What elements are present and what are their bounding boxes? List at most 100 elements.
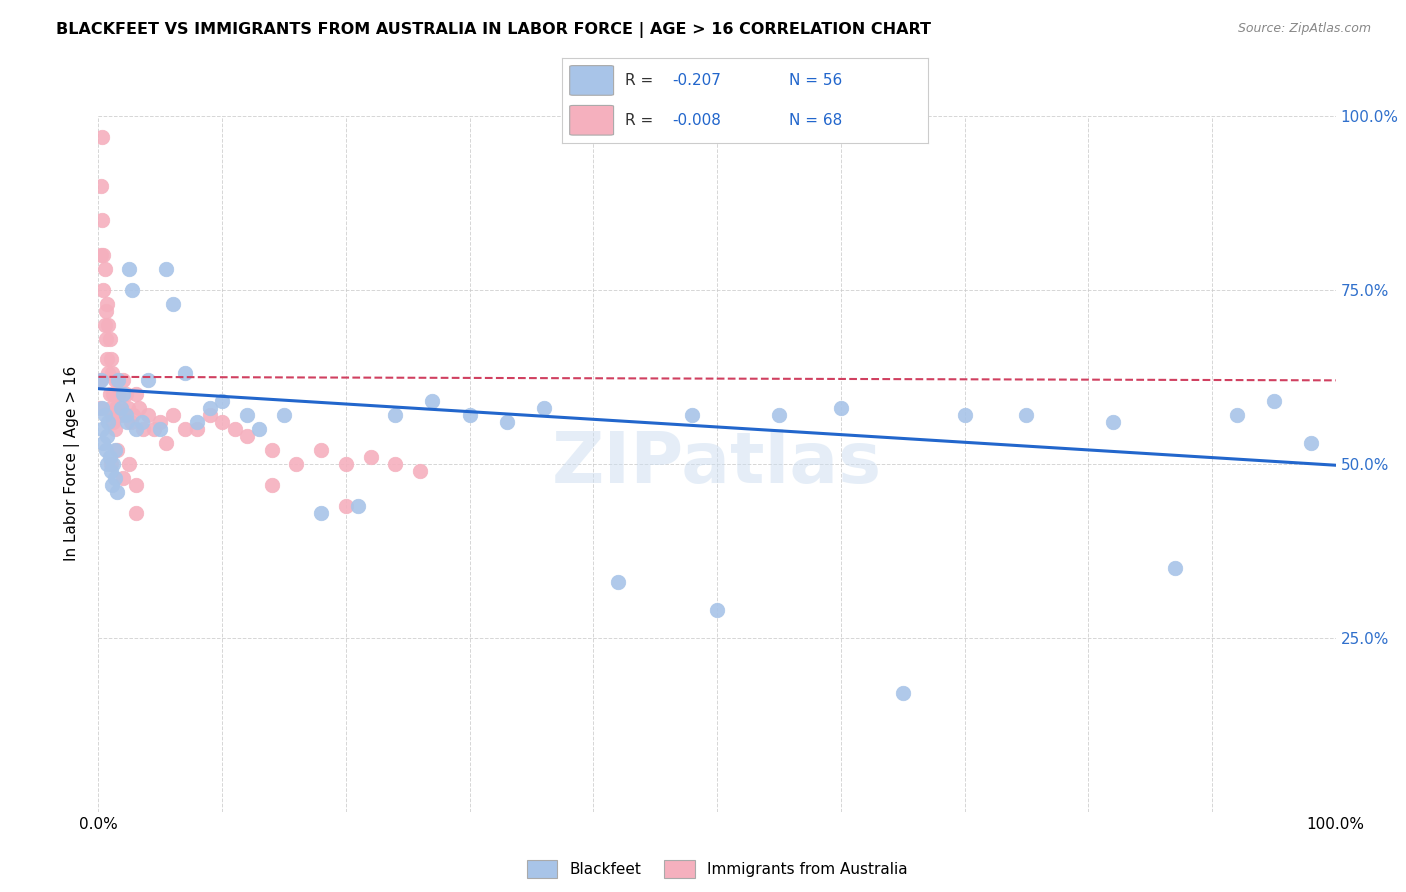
Point <box>93 318 115 332</box>
Point <box>108 387 131 401</box>
Point <box>100 352 122 367</box>
Point <box>120 415 142 429</box>
Point <box>198 408 221 422</box>
Point <box>384 408 406 422</box>
Point <box>94 303 117 318</box>
Point <box>211 415 233 429</box>
Point <box>89 373 111 387</box>
Point <box>830 401 852 416</box>
Point <box>115 415 138 429</box>
Point <box>186 422 208 436</box>
Point <box>681 408 703 422</box>
Point <box>1226 408 1249 422</box>
Point <box>96 297 118 311</box>
Text: N = 68: N = 68 <box>789 112 842 128</box>
Point <box>93 408 115 422</box>
Point <box>103 415 125 429</box>
Point <box>706 603 728 617</box>
Point <box>335 457 357 471</box>
Point <box>260 442 283 457</box>
Point <box>103 442 125 457</box>
Point <box>155 436 177 450</box>
Point <box>495 415 517 429</box>
Point <box>121 283 143 297</box>
Point <box>96 429 118 443</box>
Point <box>107 387 129 401</box>
Point <box>101 408 124 422</box>
Point <box>90 248 112 262</box>
Point <box>384 457 406 471</box>
Text: Source: ZipAtlas.com: Source: ZipAtlas.com <box>1237 22 1371 36</box>
Point <box>91 213 114 227</box>
Point <box>285 457 308 471</box>
Point <box>131 415 153 429</box>
Point <box>1015 408 1038 422</box>
Legend: Blackfeet, Immigrants from Australia: Blackfeet, Immigrants from Australia <box>520 855 914 884</box>
Point <box>260 477 283 491</box>
Point <box>100 401 122 416</box>
Point <box>122 408 145 422</box>
Point <box>103 422 125 436</box>
Point <box>94 332 117 346</box>
Point <box>128 401 150 416</box>
Text: ZIPatlas: ZIPatlas <box>553 429 882 499</box>
Point <box>110 401 132 416</box>
Point <box>1164 561 1187 575</box>
Point <box>309 442 332 457</box>
Point <box>100 457 122 471</box>
Point <box>107 373 129 387</box>
Point <box>124 387 146 401</box>
Point <box>114 408 136 422</box>
Text: N = 56: N = 56 <box>789 73 842 88</box>
Point <box>186 415 208 429</box>
Point <box>105 484 128 499</box>
Point <box>1299 436 1322 450</box>
Point <box>93 262 115 277</box>
Point <box>347 499 370 513</box>
Point <box>91 401 114 416</box>
FancyBboxPatch shape <box>569 105 613 135</box>
Y-axis label: In Labor Force | Age > 16: In Labor Force | Age > 16 <box>63 367 80 561</box>
Point <box>422 394 444 409</box>
Point <box>90 178 112 193</box>
Point <box>90 373 112 387</box>
Point <box>149 422 172 436</box>
Point <box>97 367 120 381</box>
Point <box>97 415 120 429</box>
Point <box>91 422 114 436</box>
Point <box>1263 394 1285 409</box>
Point <box>236 408 259 422</box>
Point <box>114 387 136 401</box>
Point <box>124 506 146 520</box>
Point <box>103 387 125 401</box>
FancyBboxPatch shape <box>569 66 613 95</box>
Point <box>136 408 159 422</box>
Point <box>198 401 221 416</box>
Point <box>98 332 121 346</box>
Point <box>132 422 155 436</box>
Point <box>891 686 914 700</box>
Point <box>94 442 117 457</box>
Point <box>110 401 132 416</box>
Text: R =: R = <box>624 112 658 128</box>
Point <box>93 283 115 297</box>
Point <box>458 408 481 422</box>
Point <box>98 450 121 464</box>
Point <box>105 373 128 387</box>
Point <box>112 387 135 401</box>
Point <box>103 457 125 471</box>
Text: -0.207: -0.207 <box>672 73 721 88</box>
Point <box>174 422 197 436</box>
Point <box>143 422 166 436</box>
Point <box>118 262 141 277</box>
Point <box>273 408 295 422</box>
Point <box>118 457 141 471</box>
Text: -0.008: -0.008 <box>672 112 721 128</box>
Point <box>91 129 114 144</box>
Point <box>98 387 121 401</box>
Point <box>101 367 124 381</box>
Point <box>97 318 120 332</box>
Point <box>96 457 118 471</box>
Point <box>112 373 135 387</box>
Point <box>136 373 159 387</box>
